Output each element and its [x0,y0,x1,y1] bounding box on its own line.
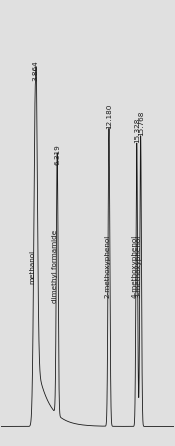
Text: 6.319: 6.319 [54,144,60,165]
Text: dimethyl formamide: dimethyl formamide [52,230,58,303]
Text: 12.180: 12.180 [106,103,112,128]
Text: 3-methoxyphenol: 3-methoxyphenol [136,235,142,298]
Text: methanol: methanol [29,249,35,284]
Text: 2-methoxyphenol: 2-methoxyphenol [104,235,110,298]
Text: 15.768: 15.768 [138,111,144,136]
Text: 4-methoxyphenol: 4-methoxyphenol [132,235,138,298]
Text: 15.328: 15.328 [134,118,140,143]
Text: 3.864: 3.864 [33,61,38,81]
